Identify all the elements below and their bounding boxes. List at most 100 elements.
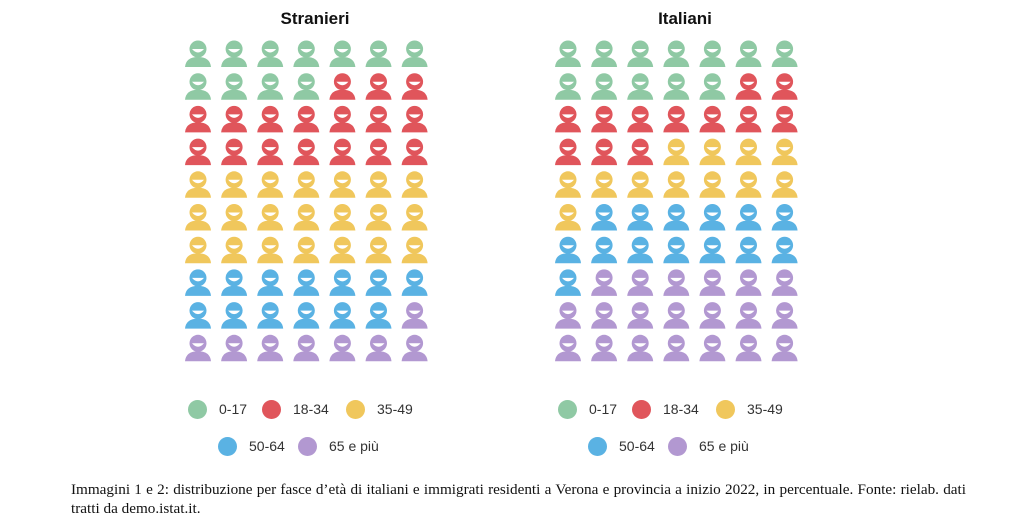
person-icon-65-e-più bbox=[699, 334, 726, 362]
person-icon-50-64 bbox=[401, 269, 428, 296]
person-icon-65-e-più bbox=[329, 334, 356, 362]
person-icon-50-64 bbox=[627, 236, 654, 264]
person-icon-18-34 bbox=[401, 73, 428, 100]
person-icon-50-64 bbox=[185, 302, 211, 329]
person-icon-35-49 bbox=[699, 171, 726, 198]
person-icon-18-34 bbox=[699, 105, 726, 133]
person-icon-50-64 bbox=[221, 269, 248, 296]
person-icon-35-49 bbox=[555, 171, 581, 198]
legend-item: 0-17 bbox=[558, 398, 617, 420]
legend-swatch bbox=[262, 399, 281, 419]
person-icon-18-34 bbox=[555, 138, 581, 166]
person-icon-18-34 bbox=[257, 138, 284, 166]
person-icon-18-34 bbox=[735, 73, 762, 100]
person-icon-65-e-più bbox=[627, 302, 654, 329]
pictogram-grid bbox=[555, 40, 798, 362]
person-icon-50-64 bbox=[257, 269, 284, 296]
person-icon-50-64 bbox=[221, 302, 248, 329]
person-icon-35-49 bbox=[699, 138, 726, 166]
legend-swatch bbox=[188, 399, 207, 419]
person-icon-50-64 bbox=[365, 302, 392, 329]
person-icon-65-e-più bbox=[401, 302, 428, 329]
person-icon-0-17 bbox=[257, 73, 284, 100]
person-icon-35-49 bbox=[221, 204, 248, 231]
person-icon-18-34 bbox=[329, 105, 356, 133]
legend-item: 35-49 bbox=[346, 398, 413, 420]
person-icon-18-34 bbox=[221, 105, 248, 133]
person-icon-50-64 bbox=[329, 269, 356, 296]
person-icon-65-e-più bbox=[627, 269, 654, 296]
person-icon-0-17 bbox=[555, 73, 581, 100]
person-icon-18-34 bbox=[329, 73, 356, 100]
figure-caption: Immagini 1 e 2: distribuzione per fasce … bbox=[71, 481, 966, 517]
person-icon-0-17 bbox=[699, 40, 726, 67]
person-icon-65-e-più bbox=[591, 269, 618, 296]
person-icon-50-64 bbox=[293, 269, 320, 296]
person-icon-18-34 bbox=[401, 138, 428, 166]
person-icon-35-49 bbox=[401, 171, 428, 198]
person-icon-0-17 bbox=[591, 73, 618, 100]
person-icon-35-49 bbox=[555, 204, 581, 231]
person-icon-35-49 bbox=[771, 138, 798, 166]
person-icon-18-34 bbox=[257, 105, 284, 133]
person-icon-35-49 bbox=[257, 204, 284, 231]
person-icon-18-34 bbox=[185, 138, 211, 166]
legend-label: 50-64 bbox=[619, 438, 655, 454]
person-icon-18-34 bbox=[365, 138, 392, 166]
legend-label: 35-49 bbox=[377, 401, 413, 417]
person-icon-65-e-più bbox=[185, 334, 211, 362]
person-icon-50-64 bbox=[329, 302, 356, 329]
person-icon-65-e-più bbox=[735, 334, 762, 362]
person-icon-65-e-più bbox=[663, 302, 690, 329]
person-icon-65-e-più bbox=[735, 302, 762, 329]
person-icon-35-49 bbox=[329, 236, 356, 264]
legend-item: 65 e più bbox=[668, 435, 749, 457]
legend-swatch bbox=[632, 399, 651, 419]
legend-item: 50-64 bbox=[588, 435, 655, 457]
person-icon-50-64 bbox=[627, 204, 654, 231]
person-icon-50-64 bbox=[365, 269, 392, 296]
legend-swatch bbox=[346, 399, 365, 419]
person-icon-18-34 bbox=[365, 105, 392, 133]
person-icon-65-e-più bbox=[257, 334, 284, 362]
person-icon-18-34 bbox=[663, 105, 690, 133]
person-icon-65-e-più bbox=[663, 269, 690, 296]
person-icon-0-17 bbox=[329, 40, 356, 67]
person-icon-65-e-più bbox=[555, 334, 581, 362]
person-icon-50-64 bbox=[293, 302, 320, 329]
legend-label: 35-49 bbox=[747, 401, 783, 417]
pictogram-grid bbox=[185, 40, 428, 362]
person-icon-35-49 bbox=[591, 171, 618, 198]
person-icon-65-e-più bbox=[591, 302, 618, 329]
legend-label: 18-34 bbox=[293, 401, 329, 417]
person-icon-18-34 bbox=[293, 138, 320, 166]
person-icon-0-17 bbox=[699, 73, 726, 100]
person-icon-50-64 bbox=[663, 236, 690, 264]
person-icon-18-34 bbox=[771, 105, 798, 133]
person-icon-35-49 bbox=[221, 171, 248, 198]
person-icon-35-49 bbox=[663, 171, 690, 198]
person-icon-18-34 bbox=[293, 105, 320, 133]
person-icon-50-64 bbox=[735, 204, 762, 231]
legend-item: 18-34 bbox=[262, 398, 329, 420]
person-icon-0-17 bbox=[591, 40, 618, 67]
person-icon-35-49 bbox=[663, 138, 690, 166]
person-icon-0-17 bbox=[771, 40, 798, 67]
legend-swatch bbox=[218, 436, 237, 456]
person-icon-18-34 bbox=[555, 105, 581, 133]
person-icon-65-e-più bbox=[293, 334, 320, 362]
person-icon-35-49 bbox=[257, 171, 284, 198]
person-icon-35-49 bbox=[257, 236, 284, 264]
legend-label: 65 e più bbox=[699, 438, 749, 454]
person-icon-65-e-più bbox=[627, 334, 654, 362]
legend: 0-17 18-34 35-49 50-64 65 e più bbox=[180, 398, 450, 458]
person-icon-0-17 bbox=[257, 40, 284, 67]
person-icon-50-64 bbox=[555, 269, 581, 296]
person-icon-50-64 bbox=[699, 204, 726, 231]
person-icon-18-34 bbox=[365, 73, 392, 100]
person-icon-35-49 bbox=[401, 204, 428, 231]
person-icon-35-49 bbox=[329, 204, 356, 231]
legend-item: 35-49 bbox=[716, 398, 783, 420]
person-icon-35-49 bbox=[401, 236, 428, 264]
person-icon-18-34 bbox=[185, 105, 211, 133]
